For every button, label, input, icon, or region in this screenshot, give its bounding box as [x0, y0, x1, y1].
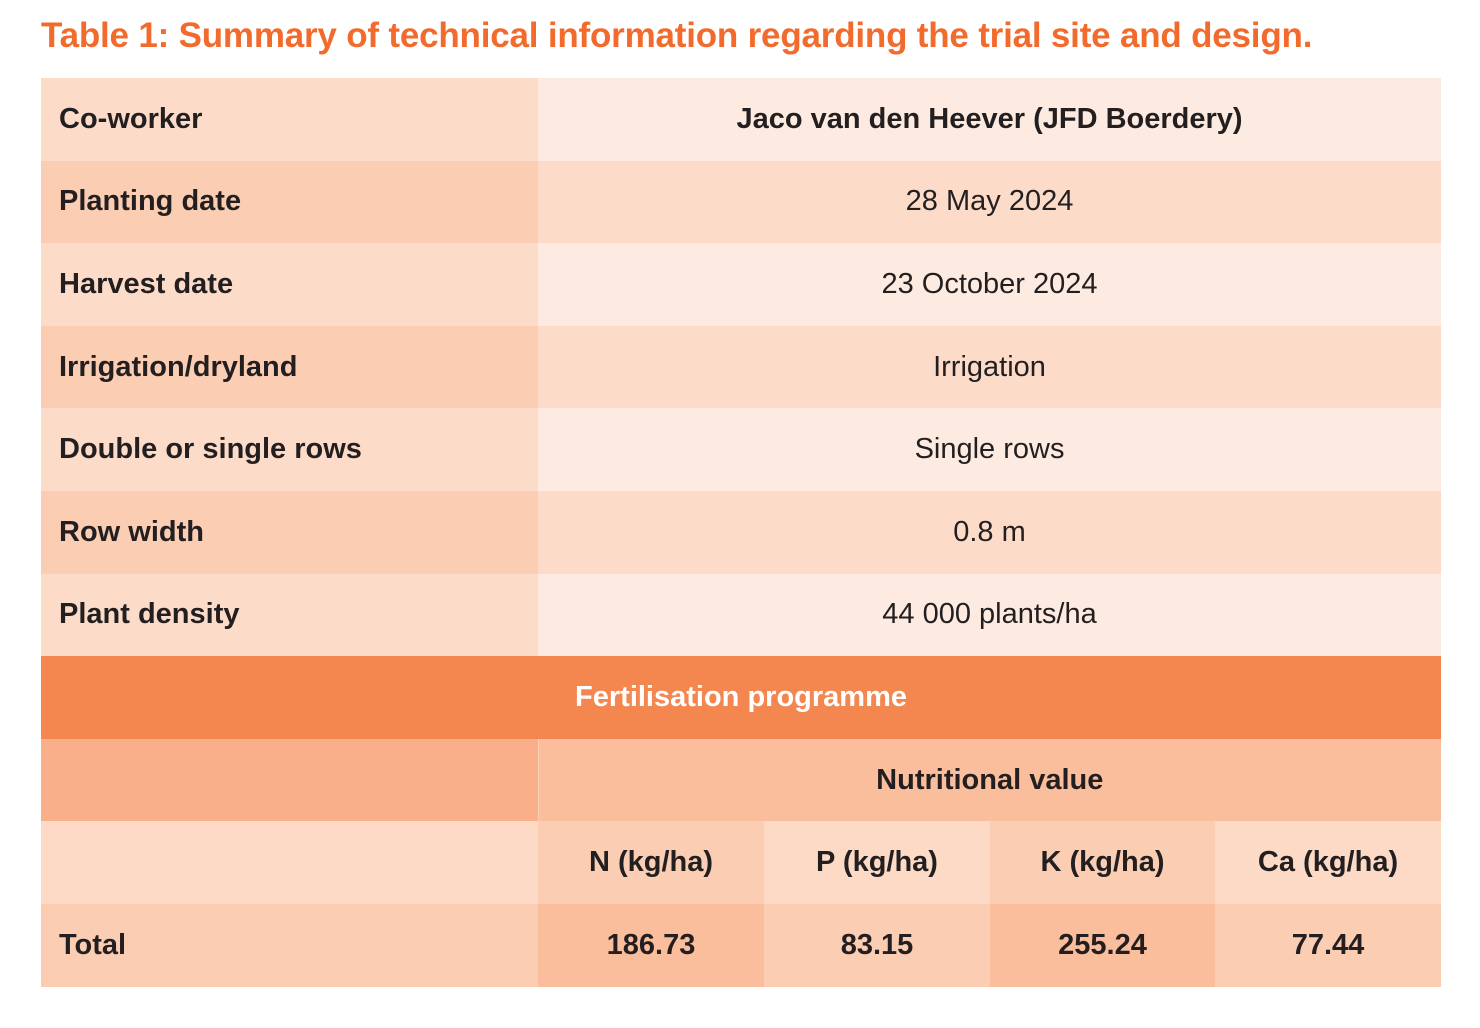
- column-header-ca: Ca (kg/ha): [1215, 821, 1442, 904]
- empty-cell: [41, 821, 538, 904]
- fertilisation-heading: Fertilisation programme: [41, 656, 1442, 739]
- table-row: Row width 0.8 m: [41, 490, 1442, 574]
- total-n: 186.73: [538, 903, 764, 987]
- row-value: Jaco van den Heever (JFD Boerdery): [538, 78, 1442, 161]
- empty-cell: [41, 738, 538, 822]
- total-k: 255.24: [990, 903, 1215, 987]
- table-title: Table 1: Summary of technical informatio…: [41, 16, 1313, 55]
- table-row: Plant density 44 000 plants/ha: [41, 573, 1442, 657]
- column-header-p: P (kg/ha): [764, 821, 990, 904]
- row-label: Row width: [41, 490, 538, 574]
- total-ca: 77.44: [1215, 903, 1442, 987]
- nutritional-value-heading: Nutritional value: [537, 738, 1442, 822]
- row-value: 0.8 m: [538, 490, 1442, 574]
- row-value: Irrigation: [538, 325, 1442, 409]
- row-label: Co-worker: [41, 78, 538, 161]
- table-row: Harvest date 23 October 2024: [41, 243, 1442, 326]
- total-p: 83.15: [764, 903, 990, 987]
- column-header-k: K (kg/ha): [990, 821, 1215, 904]
- nutritional-header-row: Nutritional value: [41, 738, 1442, 822]
- units-row: N (kg/ha) P (kg/ha) K (kg/ha) Ca (kg/ha): [41, 821, 1442, 904]
- row-label: Double or single rows: [41, 408, 538, 491]
- table-row: Irrigation/dryland Irrigation: [41, 325, 1442, 409]
- table-row: Co-worker Jaco van den Heever (JFD Boerde…: [41, 78, 1442, 161]
- table-row: Planting date 28 May 2024: [41, 160, 1442, 244]
- row-value: 28 May 2024: [538, 160, 1442, 244]
- fertilisation-header-row: Fertilisation programme: [41, 656, 1442, 739]
- row-label: Harvest date: [41, 243, 538, 326]
- total-row: Total 186.73 83.15 255.24 77.44: [41, 903, 1442, 987]
- row-label: Planting date: [41, 160, 538, 244]
- column-header-n: N (kg/ha): [538, 821, 764, 904]
- row-label: Irrigation/dryland: [41, 325, 538, 409]
- row-value: 44 000 plants/ha: [538, 573, 1442, 657]
- table-row: Double or single rows Single rows: [41, 408, 1442, 491]
- trial-summary-table: Co-worker Jaco van den Heever (JFD Boerde…: [41, 78, 1442, 987]
- row-value: Single rows: [538, 408, 1442, 491]
- row-value: 23 October 2024: [538, 243, 1442, 326]
- row-label: Plant density: [41, 573, 538, 657]
- total-label: Total: [41, 903, 538, 987]
